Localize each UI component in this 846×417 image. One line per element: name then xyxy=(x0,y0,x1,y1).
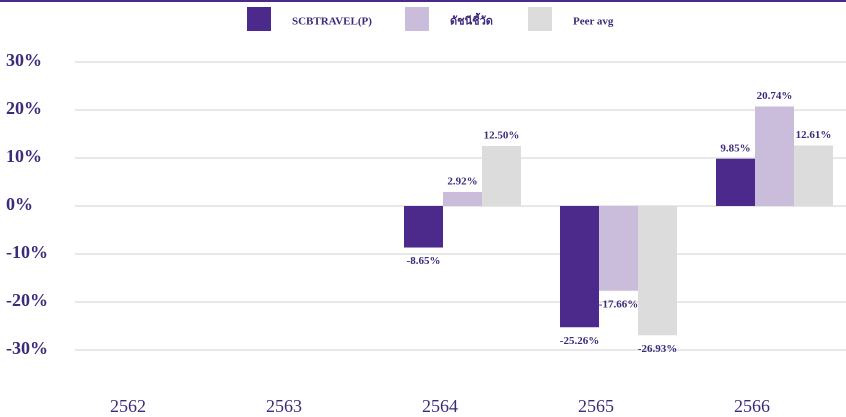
y-tick-label: -20% xyxy=(6,290,48,310)
x-tick-label: 2562 xyxy=(110,396,146,416)
y-tick-label: -10% xyxy=(6,242,48,262)
x-tick-label: 2564 xyxy=(422,396,458,416)
value-label: 12.61% xyxy=(796,129,832,141)
bar xyxy=(755,106,794,206)
top-border xyxy=(0,0,846,2)
y-tick-label: 10% xyxy=(6,146,42,166)
bar xyxy=(716,158,755,206)
bar xyxy=(482,146,521,206)
x-tick-label: 2563 xyxy=(266,396,302,416)
value-label: -26.93% xyxy=(638,343,677,355)
bar xyxy=(443,191,482,206)
legend-label: Peer avg xyxy=(573,16,614,28)
legend-swatch xyxy=(405,7,429,31)
y-tick-label: 0% xyxy=(6,194,33,214)
value-label: -17.66% xyxy=(599,298,638,310)
value-label: 12.50% xyxy=(484,130,520,142)
bar xyxy=(638,206,677,336)
bar xyxy=(560,206,599,328)
y-tick-label: -30% xyxy=(6,338,48,358)
value-label: 20.74% xyxy=(757,90,793,102)
y-tick-label: 30% xyxy=(6,50,42,70)
bar xyxy=(599,206,638,291)
legend-swatch xyxy=(528,7,552,31)
bar xyxy=(404,206,443,248)
legend-label: SCBTRAVEL(P) xyxy=(292,16,372,28)
value-label: 2.92% xyxy=(447,176,477,188)
value-label: -25.26% xyxy=(560,335,599,347)
legend-swatch xyxy=(247,7,271,31)
value-label: 9.85% xyxy=(720,142,750,154)
bar xyxy=(794,145,833,206)
value-label: -8.65% xyxy=(407,255,441,267)
x-tick-label: 2565 xyxy=(578,396,614,416)
y-tick-label: 20% xyxy=(6,98,42,118)
legend-label: ดัชนีชี้วัด xyxy=(450,13,493,28)
x-tick-label: 2566 xyxy=(734,396,770,416)
